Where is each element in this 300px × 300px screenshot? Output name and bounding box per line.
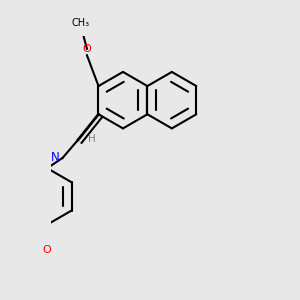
- Text: H: H: [88, 134, 96, 144]
- Text: CH₃: CH₃: [71, 18, 90, 28]
- Text: N: N: [51, 152, 60, 164]
- Text: O: O: [43, 245, 52, 255]
- Text: O: O: [82, 44, 91, 54]
